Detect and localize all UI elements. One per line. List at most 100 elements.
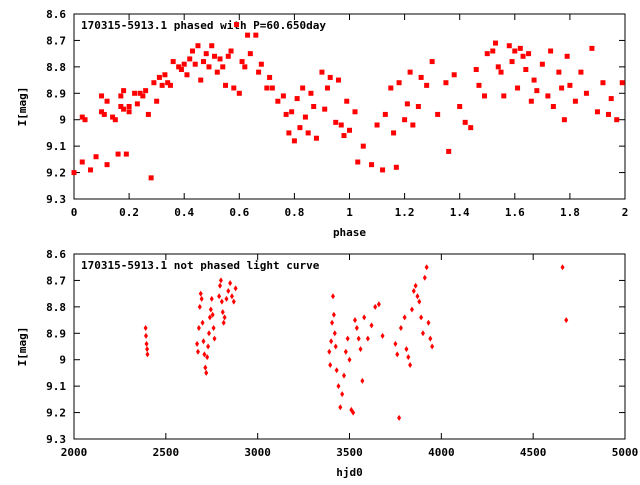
data-point bbox=[484, 51, 490, 57]
data-point bbox=[457, 104, 463, 109]
data-point bbox=[356, 335, 361, 342]
data-point bbox=[358, 346, 363, 353]
data-point bbox=[338, 404, 343, 411]
x-tick-label: 4000 bbox=[428, 446, 455, 459]
data-point bbox=[112, 117, 118, 123]
data-point bbox=[382, 111, 388, 117]
data-point bbox=[118, 93, 124, 99]
data-point bbox=[476, 82, 482, 88]
data-point bbox=[217, 293, 222, 300]
data-point bbox=[104, 162, 110, 168]
data-point bbox=[231, 298, 236, 305]
data-point bbox=[354, 325, 359, 331]
data-point bbox=[351, 409, 356, 416]
data-point bbox=[493, 40, 499, 46]
data-point bbox=[608, 96, 614, 102]
data-point bbox=[258, 61, 264, 67]
data-points bbox=[143, 264, 569, 421]
data-point bbox=[233, 285, 238, 292]
data-point bbox=[202, 351, 207, 358]
data-point bbox=[214, 69, 220, 75]
data-point bbox=[545, 93, 551, 99]
data-point bbox=[165, 80, 171, 86]
data-point bbox=[369, 162, 375, 168]
data-point bbox=[600, 80, 606, 86]
chart-title: 170315-5913.1 phased with P=60.650day bbox=[81, 19, 326, 32]
data-point bbox=[289, 109, 295, 115]
data-point bbox=[393, 164, 399, 170]
data-point bbox=[245, 32, 251, 38]
data-point bbox=[495, 64, 501, 70]
data-point bbox=[415, 104, 421, 109]
data-point bbox=[140, 93, 146, 99]
data-point bbox=[205, 354, 210, 361]
data-point bbox=[345, 335, 350, 342]
data-point bbox=[123, 151, 129, 157]
data-point bbox=[512, 48, 518, 54]
data-point bbox=[561, 117, 567, 123]
data-point bbox=[327, 348, 332, 355]
data-point bbox=[429, 59, 435, 65]
data-point bbox=[360, 143, 366, 149]
data-point bbox=[362, 314, 367, 321]
data-point bbox=[430, 343, 435, 350]
data-point bbox=[302, 114, 308, 120]
data-point bbox=[291, 138, 297, 144]
data-point bbox=[517, 45, 523, 51]
y-tick-label: 8.9 bbox=[46, 87, 66, 100]
y-tick-label: 9.1 bbox=[46, 140, 66, 153]
data-point bbox=[71, 170, 77, 176]
data-point bbox=[229, 293, 234, 300]
data-point bbox=[422, 274, 427, 281]
data-point bbox=[280, 93, 286, 99]
data-point bbox=[209, 295, 214, 302]
data-point bbox=[239, 59, 245, 65]
data-point bbox=[413, 282, 418, 289]
data-point bbox=[523, 67, 529, 72]
data-point bbox=[126, 104, 132, 109]
data-point bbox=[373, 303, 378, 310]
data-point bbox=[341, 133, 347, 139]
data-point bbox=[148, 175, 154, 181]
data-point bbox=[210, 311, 215, 318]
data-point bbox=[395, 351, 400, 358]
data-point bbox=[564, 317, 569, 324]
data-point bbox=[206, 330, 211, 337]
data-point bbox=[200, 59, 206, 65]
data-point bbox=[324, 85, 330, 91]
data-point bbox=[333, 343, 338, 350]
data-point bbox=[212, 53, 218, 59]
x-tick-label: 2000 bbox=[61, 446, 88, 459]
x-axis-label: hjd0 bbox=[336, 466, 363, 479]
data-point bbox=[228, 48, 234, 54]
data-point bbox=[355, 159, 361, 165]
data-point bbox=[154, 98, 160, 104]
data-point bbox=[353, 317, 358, 324]
data-point bbox=[583, 90, 589, 96]
data-point bbox=[548, 48, 554, 54]
data-point bbox=[93, 154, 99, 160]
data-point bbox=[212, 335, 217, 342]
x-tick-label: 1.8 bbox=[560, 206, 580, 219]
data-point bbox=[435, 111, 441, 117]
plot-frame bbox=[73, 13, 626, 200]
data-point bbox=[300, 85, 306, 91]
data-point bbox=[374, 122, 380, 128]
data-point bbox=[199, 295, 204, 302]
data-point bbox=[481, 93, 487, 99]
data-point bbox=[221, 319, 226, 326]
data-point bbox=[264, 85, 270, 91]
data-point bbox=[446, 148, 452, 154]
data-point bbox=[365, 335, 370, 342]
data-point bbox=[198, 77, 204, 83]
data-point bbox=[247, 51, 253, 57]
y-tick-label: 9.1 bbox=[46, 380, 66, 393]
data-point bbox=[402, 314, 407, 321]
data-point bbox=[462, 119, 468, 125]
y-tick-label: 9.2 bbox=[46, 407, 66, 420]
x-axis-label: phase bbox=[333, 226, 366, 239]
data-point bbox=[220, 309, 225, 316]
data-point bbox=[338, 122, 344, 128]
data-point bbox=[253, 32, 259, 38]
y-tick-label: 8.8 bbox=[46, 301, 66, 314]
